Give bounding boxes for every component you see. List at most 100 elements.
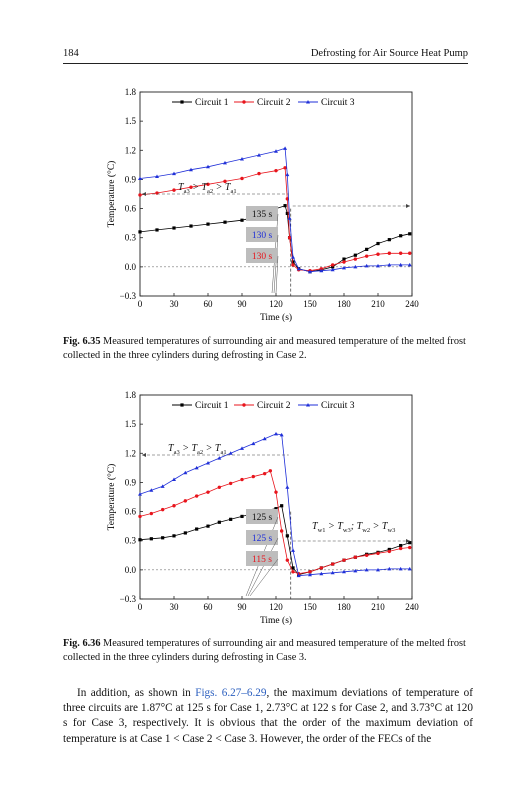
data-point-circuit-1 [189,224,193,228]
y-tick-label: 1.2 [125,145,136,155]
figure-6-36-chart: 0 30 60 90 120 150 180 210 240 −0.3 0.0 0.3 0.6 0.9 1.… [106,390,419,626]
y-tick-label: 1.5 [125,116,137,126]
series-line-circuit-2 [139,470,410,575]
data-point-circuit-3 [172,477,176,482]
data-point-circuit-3 [257,153,261,157]
legend-label: Circuit 2 [257,401,291,411]
y-tick-label: 0.3 [125,536,137,546]
data-point-circuit-1 [291,566,295,570]
data-point-circuit-3 [251,441,256,446]
body-text-rest: , the maximum deviations of temperature … [63,687,473,745]
time-box-label: 130 s [252,231,273,241]
x-tick-label: 180 [337,602,351,612]
data-point-circuit-2 [308,570,312,574]
figure-link[interactable]: Figs. 6.27–6.29 [195,687,267,699]
caption-label: Fig. 6.36 [63,638,101,649]
running-header: 184 Defrosting for Air Source Heat Pump [63,48,468,64]
data-point-circuit-3 [296,266,301,271]
data-point-circuit-2 [353,555,358,559]
data-point-circuit-2 [149,511,154,516]
data-point-circuit-3 [319,268,324,273]
data-point-circuit-3 [342,569,346,574]
data-point-circuit-3 [376,263,380,268]
data-point-circuit-3 [206,461,210,465]
data-point-circuit-2 [251,474,256,479]
arrow-head [142,192,146,196]
data-point-circuit-2 [206,490,210,494]
relation-symbol: > T [213,182,232,193]
data-point-circuit-2 [228,481,233,486]
relation-symbol: > T [180,443,199,454]
x-tick-label: 240 [405,602,419,612]
relation-subscript: a1 [230,188,236,195]
plot-frame [139,394,413,600]
data-point-circuit-3 [283,146,288,150]
page-number: 184 [63,48,79,59]
legend-marker [306,403,310,407]
x-tick-label: 30 [170,299,180,309]
caption-text: Measured temperatures of surrounding air… [63,638,466,663]
data-point-circuit-3 [407,566,412,571]
data-point-circuit-3 [285,485,290,489]
figure-6-36-caption: Fig. 6.36 Measured temperatures of surro… [63,637,468,664]
data-point-circuit-2 [398,251,403,255]
time-box-label: 115 s [252,555,272,565]
data-point-circuit-2 [279,529,284,533]
data-point-circuit-3 [172,171,176,176]
arrow-head [142,453,146,457]
legend-label: Circuit 1 [195,401,229,411]
relation-symbol: T [178,182,185,193]
arrow-head [406,539,410,543]
y-tick-label: −0.3 [120,594,137,604]
data-point-circuit-1 [387,238,391,242]
data-point-circuit-2 [274,168,278,173]
time-box-pointer [273,234,279,294]
legend-marker [306,100,310,104]
x-tick-label: 60 [204,602,214,612]
data-point-circuit-3 [194,465,199,470]
relation-symbol: > T [326,521,345,532]
figure-6-35-caption: Fig. 6.35 Measured temperatures of surro… [63,335,468,362]
y-tick-label: 1.8 [125,87,137,97]
relation-subscript: w3 [343,527,351,534]
time-box [246,227,278,242]
time-box-label: 125 s [252,534,273,544]
data-point-circuit-1 [408,232,412,236]
data-point-circuit-2 [342,558,346,562]
data-point-circuit-1 [342,257,346,261]
x-axis-label: Time (s) [260,615,292,626]
data-point-circuit-2 [376,551,380,556]
running-title: Defrosting for Air Source Heat Pump [310,48,468,59]
x-axis-label: Time (s) [260,312,292,323]
data-point-circuit-2 [268,469,273,473]
data-point-circuit-2 [285,558,290,562]
relation-symbol: T [312,521,319,532]
data-point-circuit-1 [206,222,210,226]
data-point-circuit-2 [408,545,412,550]
data-point-circuit-2 [240,477,244,482]
data-point-circuit-1 [365,247,369,251]
y-axis-label: Temperature (°C) [106,161,117,228]
data-point-circuit-3 [291,548,295,552]
y-tick-label: −0.3 [120,291,137,301]
data-point-circuit-2 [376,252,380,256]
data-point-circuit-1 [206,524,210,528]
caption-text: Measured temperatures of surrounding air… [63,336,466,361]
x-tick-label: 120 [269,299,283,309]
time-box [246,530,278,545]
data-point-circuit-1 [138,230,142,234]
relation-symbol: T [168,443,175,454]
data-point-circuit-3 [398,566,403,571]
data-point-circuit-3 [319,571,324,576]
data-point-circuit-2 [217,485,222,489]
data-point-circuit-3 [330,267,335,272]
y-tick-label: 1.8 [125,390,137,400]
series-line-circuit-2 [139,167,410,272]
body-text-start: In addition, as shown in [77,687,196,699]
data-point-circuit-1 [229,517,233,521]
x-tick-label: 120 [269,602,283,612]
data-point-circuit-1 [376,241,380,246]
data-point-circuit-1 [195,527,199,531]
data-point-circuit-1 [172,534,176,538]
relation-symbol: > T [370,521,389,532]
